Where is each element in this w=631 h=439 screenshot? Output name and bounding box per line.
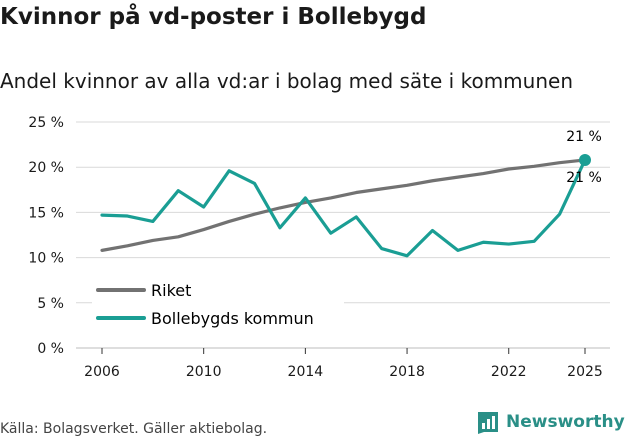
source-note: Källa: Bolagsverket. Gäller aktiebolag. (0, 421, 268, 437)
x-tick-label: 2022 (491, 364, 527, 380)
x-tick-label: 2018 (389, 364, 425, 380)
x-tick-label: 2006 (84, 364, 120, 380)
legend-label-riket: Riket (151, 281, 191, 300)
line-chart: 0 % 5 % 10 % 15 % 20 % 25 % 2006 2010 2014 2018 2… (28, 115, 610, 380)
y-tick-label: 20 % (28, 160, 64, 176)
x-tick-label: 2014 (288, 364, 324, 380)
chart-title: Kvinnor på vd-poster i Bollebygd (0, 4, 427, 30)
y-tick-label: 0 % (37, 341, 64, 357)
x-tick-label: 2010 (186, 364, 222, 380)
newsworthy-icon (478, 412, 498, 434)
annotation-bollebygd: 21 % (566, 170, 602, 186)
y-tick-label: 15 % (28, 205, 64, 221)
y-tick-label: 5 % (37, 296, 64, 312)
series-line-riket (100, 158, 587, 252)
chart-subtitle: Andel kvinnor av alla vd:ar i bolag med … (0, 69, 573, 93)
brand-name: Newsworthy (506, 412, 625, 432)
legend-label-bollebygd: Bollebygds kommun (151, 309, 314, 328)
endpoint-marker (579, 153, 591, 166)
annotation-riket: 21 % (566, 129, 602, 145)
y-tick-label: 10 % (28, 251, 64, 267)
y-tick-label: 25 % (28, 115, 64, 131)
x-tick-label: 2025 (567, 364, 603, 380)
series-line-bollebygd (100, 158, 587, 258)
brand-logo: Newsworthy (476, 410, 625, 434)
